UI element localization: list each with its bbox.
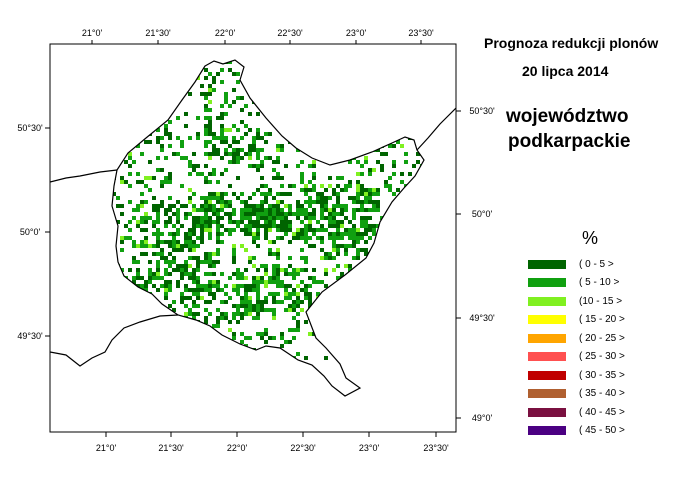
legend-swatch <box>528 389 566 399</box>
legend-item: ( 25 - 30 > <box>528 348 625 367</box>
bottom-tick-label: 23°0' <box>359 443 380 453</box>
legend-label: ( 40 - 45 > <box>579 406 625 418</box>
neighbour-border-north <box>50 169 118 183</box>
neighbour-border-southwest <box>50 314 179 367</box>
legend-swatch <box>528 278 566 288</box>
top-tick-label: 23°0' <box>346 28 367 38</box>
legend-label: (10 - 15 > <box>579 295 623 307</box>
legend-swatch <box>528 407 566 417</box>
legend-swatch <box>528 370 566 380</box>
bottom-tick-label: 21°30' <box>158 443 184 453</box>
legend-swatch <box>528 426 566 436</box>
top-tick-label: 21°30' <box>145 28 171 38</box>
legend-label: ( 35 - 40 > <box>579 388 625 400</box>
legend-label: ( 15 - 20 > <box>579 314 625 326</box>
left-tick-label: 50°0' <box>20 227 41 237</box>
legend-item: ( 30 - 35 > <box>528 366 625 385</box>
bottom-tick-label: 23°30' <box>423 443 449 453</box>
region-border <box>111 59 425 397</box>
legend-label: ( 30 - 35 > <box>579 369 625 381</box>
right-tick-label: 49°30' <box>469 313 495 323</box>
legend-item: ( 0 - 5 > <box>528 255 625 274</box>
right-tick-label: 50°30' <box>469 106 495 116</box>
map-title: Prognoza redukcji plonów <box>484 35 659 51</box>
bottom-tick-label: 22°0' <box>227 443 248 453</box>
right-tick-label: 50°0' <box>472 209 493 219</box>
legend-item: ( 40 - 45 > <box>528 403 625 422</box>
map-date: 20 lipca 2014 <box>522 63 609 79</box>
region-name-line1: województwo <box>506 106 629 127</box>
legend-swatch <box>528 333 566 343</box>
legend-item: ( 5 - 10 > <box>528 274 625 293</box>
legend-label: ( 45 - 50 > <box>579 425 625 437</box>
legend-swatch <box>528 315 566 325</box>
legend-item: ( 45 - 50 > <box>528 422 625 441</box>
top-tick-label: 22°30' <box>277 28 303 38</box>
legend-label: ( 20 - 25 > <box>579 332 625 344</box>
legend-item: ( 35 - 40 > <box>528 385 625 404</box>
left-tick-label: 49°30' <box>17 331 43 341</box>
top-tick-label: 22°0' <box>215 28 236 38</box>
legend-label: ( 0 - 5 > <box>579 258 614 270</box>
legend-items: ( 0 - 5 > ( 5 - 10 > (10 - 15 > ( 15 - 20 >… <box>528 255 625 440</box>
top-tick-label: 23°30' <box>408 28 434 38</box>
legend-label: ( 25 - 30 > <box>579 351 625 363</box>
top-tick-label: 21°0' <box>82 28 103 38</box>
region-name-line2: podkarpackie <box>508 131 631 152</box>
legend-swatch <box>528 296 566 306</box>
bottom-tick-label: 21°0' <box>96 443 117 453</box>
legend-unit: % <box>582 228 599 248</box>
legend-swatch <box>528 352 566 362</box>
bottom-tick-label: 22°30' <box>290 443 316 453</box>
legend-label: ( 5 - 10 > <box>579 277 620 289</box>
right-tick-label: 49°0' <box>472 413 493 423</box>
legend-item: (10 - 15 > <box>528 292 625 311</box>
legend-item: ( 20 - 25 > <box>528 329 625 348</box>
legend-swatch <box>528 259 566 269</box>
neighbour-border-east <box>416 107 456 151</box>
legend-item: ( 15 - 20 > <box>528 311 625 330</box>
left-tick-label: 50°30' <box>17 123 43 133</box>
